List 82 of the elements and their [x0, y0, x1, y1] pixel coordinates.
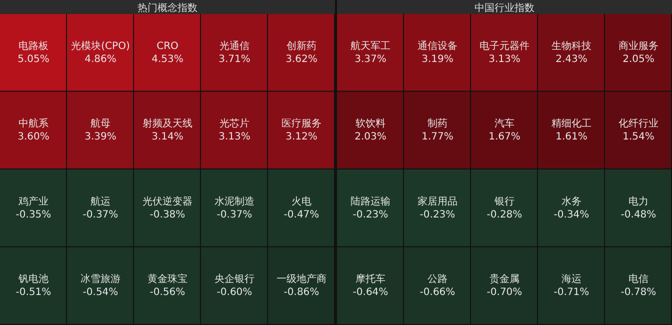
data-label: 3.12% — [286, 132, 318, 143]
category-label: 电信 — [628, 273, 648, 286]
data-label: -0.54% — [82, 287, 118, 298]
category-label: 电子元器件 — [480, 40, 530, 52]
data-label: 5.05% — [18, 54, 50, 65]
data-label: -0.48% — [620, 209, 656, 220]
data-label: -0.70% — [486, 287, 522, 298]
category-label: 汽车 — [494, 118, 514, 130]
category-label: 火电 — [292, 195, 312, 208]
data-label: 2.43% — [556, 54, 588, 65]
category-label: 航母 — [90, 118, 110, 130]
category-label: 射频及天线 — [142, 118, 192, 130]
category-label: 电力 — [628, 195, 648, 208]
data-label: 4.53% — [152, 54, 184, 65]
data-label: 3.14% — [152, 132, 184, 143]
category-label: 光伏逆变器 — [142, 195, 192, 208]
category-label: 化纤行业 — [618, 118, 658, 130]
category-label: 水务 — [562, 195, 582, 208]
category-label: 黄金珠宝 — [148, 273, 188, 286]
category-label: 家居用品 — [418, 195, 458, 208]
category-label: 航天军工 — [350, 40, 390, 52]
category-label: 央企银行 — [214, 273, 254, 286]
category-label: 一级地产商 — [276, 273, 326, 286]
category-label: 水泥制造 — [214, 195, 254, 208]
data-label: -0.28% — [486, 209, 522, 220]
category-label: 摩托车 — [356, 273, 386, 286]
category-label: 通信设备 — [418, 40, 458, 52]
category-label: 鸡产业 — [18, 195, 48, 208]
category-label: 光芯片 — [220, 118, 250, 130]
data-label: -0.66% — [420, 287, 456, 298]
data-label: -0.35% — [16, 209, 52, 220]
category-label: 冰雪旅游 — [80, 273, 120, 286]
category-label: 钒电池 — [18, 273, 48, 286]
category-label: 航运 — [90, 195, 110, 208]
data-label: 2.05% — [622, 54, 654, 65]
category-label: 制药 — [428, 118, 448, 130]
data-label: 3.62% — [286, 54, 318, 65]
category-label: 陆路运输 — [350, 195, 390, 208]
data-label: 3.39% — [84, 132, 116, 143]
category-label: 中航系 — [18, 118, 48, 130]
data-label: 3.13% — [488, 54, 520, 65]
data-label: -0.38% — [150, 209, 186, 220]
data-label: -0.64% — [352, 287, 388, 298]
data-label: 3.19% — [422, 54, 454, 65]
data-label: 4.86% — [84, 54, 116, 65]
category-label: 精细化工 — [552, 118, 592, 130]
data-label: -0.86% — [284, 287, 320, 298]
category-label: 商业服务 — [618, 40, 658, 52]
data-label: -0.37% — [216, 209, 252, 220]
category-label: CRO — [156, 40, 179, 52]
category-label: 海运 — [562, 273, 582, 286]
data-label: 1.77% — [422, 132, 454, 143]
data-label: -0.47% — [284, 209, 320, 220]
category-label: 创新药 — [286, 40, 316, 52]
category-label: 医疗服务 — [282, 118, 322, 130]
data-label: -0.60% — [216, 287, 252, 298]
category-label: 贵金属 — [490, 273, 520, 286]
data-label: -0.51% — [16, 287, 52, 298]
data-label: 3.13% — [218, 132, 250, 143]
data-label: 2.03% — [354, 132, 386, 143]
category-label: 银行 — [494, 196, 514, 208]
category-label: 电路板 — [18, 40, 48, 52]
data-label: -0.23% — [352, 209, 388, 220]
category-label: 生物科技 — [552, 40, 592, 52]
text: 中国行业指数 — [474, 2, 534, 14]
data-label: -0.78% — [620, 287, 656, 298]
data-label: 1.61% — [556, 132, 588, 143]
text: 热门概念指数 — [138, 2, 198, 14]
data-label: 1.54% — [622, 132, 654, 143]
data-label: 3.60% — [18, 132, 50, 143]
data-label: 3.37% — [354, 54, 386, 65]
data-label: -0.56% — [150, 287, 186, 298]
data-label: 3.71% — [218, 54, 250, 65]
category-label: 软饮料 — [356, 118, 386, 130]
data-label: -0.23% — [420, 209, 456, 220]
data-label: -0.34% — [554, 209, 590, 220]
data-label: -0.71% — [554, 287, 590, 298]
category-label: 公路 — [428, 273, 448, 286]
category-label: 光通信 — [220, 40, 250, 52]
data-label: 1.67% — [488, 132, 520, 143]
data-label: -0.37% — [82, 209, 118, 220]
category-label: 光模块(CPO) — [71, 40, 130, 52]
